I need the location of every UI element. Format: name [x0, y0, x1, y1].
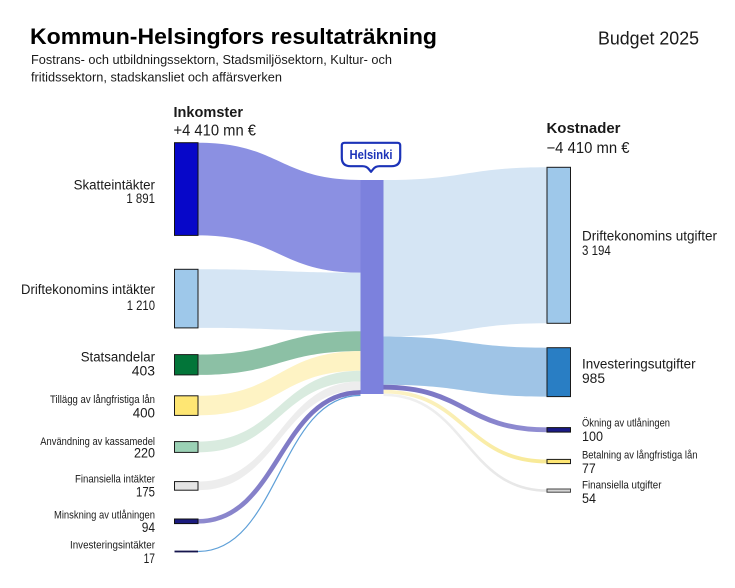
svg-text:403: 403 [132, 364, 155, 379]
svg-text:Ökning av utlåningen: Ökning av utlåningen [582, 417, 670, 429]
svg-text:100: 100 [582, 429, 603, 444]
svg-text:Kostnader: Kostnader [547, 120, 621, 137]
svg-text:17: 17 [144, 551, 155, 566]
svg-text:Finansiella intäkter: Finansiella intäkter [75, 473, 155, 485]
svg-text:985: 985 [582, 371, 605, 386]
svg-text:54: 54 [582, 491, 596, 506]
svg-text:1 210: 1 210 [127, 298, 155, 313]
svg-text:Skatteintäkter: Skatteintäkter [74, 177, 156, 192]
svg-text:Minskning av utlåningen: Minskning av utlåningen [54, 510, 155, 522]
svg-text:94: 94 [142, 520, 156, 535]
svg-text:Investeringsutgifter: Investeringsutgifter [582, 357, 696, 372]
svg-text:Helsinki: Helsinki [350, 148, 393, 162]
svg-text:Tillägg av långfristiga lån: Tillägg av långfristiga lån [50, 394, 155, 406]
svg-text:Finansiella utgifter: Finansiella utgifter [582, 479, 662, 491]
svg-text:220: 220 [134, 446, 155, 461]
svg-text:400: 400 [133, 406, 155, 421]
svg-text:Statsandelar: Statsandelar [81, 349, 156, 364]
svg-text:Användning av kassamedel: Användning av kassamedel [40, 436, 155, 448]
svg-text:Inkomster: Inkomster [174, 104, 244, 121]
svg-text:+4 410 mn €: +4 410 mn € [174, 123, 257, 140]
svg-text:Fostrans- och utbildningssekto: Fostrans- och utbildningssektorn, Stadsm… [31, 52, 392, 67]
svg-text:Budget 2025: Budget 2025 [598, 29, 699, 49]
svg-text:Investeringsintäkter: Investeringsintäkter [70, 540, 155, 552]
svg-text:fritidssektorn, stadskansliet: fritidssektorn, stadskansliet och affärs… [31, 69, 282, 84]
svg-text:77: 77 [582, 461, 596, 476]
svg-text:Betalning av långfristiga lån: Betalning av långfristiga lån [582, 449, 698, 461]
svg-text:1 891: 1 891 [126, 191, 155, 206]
svg-text:175: 175 [136, 485, 155, 500]
svg-text:3 194: 3 194 [582, 243, 611, 258]
svg-text:−4 410 mn €: −4 410 mn € [547, 140, 630, 157]
svg-text:Kommun-Helsingfors resultaträk: Kommun-Helsingfors resultaträkning [30, 24, 437, 49]
svg-text:Driftekonomins intäkter: Driftekonomins intäkter [21, 282, 155, 297]
svg-text:Driftekonomins utgifter: Driftekonomins utgifter [582, 229, 717, 244]
